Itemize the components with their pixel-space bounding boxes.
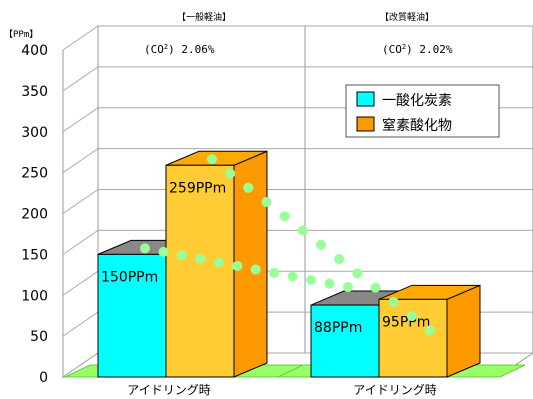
trend-dot-1 <box>243 182 254 193</box>
trend-dot-0 <box>213 257 224 268</box>
bar-label-1-0: 259PPm <box>169 180 226 196</box>
trend-dot-1 <box>406 311 417 322</box>
trend-dot-1 <box>316 239 326 250</box>
trend-dot-0 <box>232 260 243 271</box>
trend-dot-1 <box>425 325 435 336</box>
trend-dot-1 <box>388 296 399 307</box>
y-tick-label: 400 <box>21 43 48 59</box>
legend-label-co: 一酸化炭素 <box>382 93 452 109</box>
y-tick-label: 300 <box>21 125 48 141</box>
trend-dot-1 <box>261 197 272 208</box>
group-header-1: 【一般軽油】 <box>177 11 231 23</box>
trend-dot-1 <box>334 254 345 265</box>
legend-label-nox: 窒素酸化物 <box>382 117 452 134</box>
bar-label-1-1: 95PPm <box>382 314 430 330</box>
y-tick-label: 50 <box>30 329 48 345</box>
trend-dot-1 <box>370 282 381 293</box>
trend-dot-0 <box>343 282 353 293</box>
chart-labels: 【PPm】 【一般軽油】 【改質軽油】 (CO2) 2.06% (CO2) 2.… <box>4 11 453 397</box>
trend-dot-0 <box>176 250 187 261</box>
y-tick-label: 350 <box>21 84 48 100</box>
trend-dot-1 <box>352 268 363 279</box>
y-tick-label: 150 <box>21 247 48 263</box>
bar-1-1 <box>378 298 448 378</box>
co2-note-1: (CO2) 2.06% <box>144 43 215 56</box>
y-tick-label: 200 <box>21 207 48 223</box>
trend-dot-1 <box>279 211 290 222</box>
trend-dot-0 <box>306 275 317 286</box>
co2-note-2: (CO2) 2.02% <box>382 43 453 56</box>
legend-swatch-nox <box>356 116 375 132</box>
bar-label-0-0: 150PPm <box>101 269 158 285</box>
trend-dot-0 <box>324 278 335 289</box>
trend-dot-1 <box>225 168 236 179</box>
trend-dot-0 <box>158 246 169 257</box>
legend-swatch-co <box>356 91 375 107</box>
group-header-2: 【改質軽油】 <box>380 11 434 23</box>
trend-dot-0 <box>195 253 206 264</box>
trend-dot-1 <box>297 225 308 236</box>
chart-legend: 一酸化炭素 窒素酸化物 <box>345 84 500 138</box>
y-tick-label: 0 <box>39 370 48 386</box>
bar-label-0-1: 88PPm <box>314 320 362 336</box>
bar-1-0 <box>165 164 235 378</box>
unit-label: 【PPm】 <box>4 29 38 40</box>
trend-dot-0 <box>140 243 150 254</box>
trend-dot-0 <box>250 264 261 275</box>
trend-dots <box>140 154 435 336</box>
trend-dot-0 <box>269 267 280 278</box>
trend-dot-0 <box>287 271 298 282</box>
y-tick-label: 100 <box>21 288 48 304</box>
x-category-label-1: アイドリング時 <box>127 383 210 397</box>
bar-0-1 <box>310 304 380 378</box>
bar-side-1-1 <box>446 284 481 378</box>
trend-dot-1 <box>207 154 217 165</box>
x-category-label-2: アイドリング時 <box>353 383 436 397</box>
y-tick-label: 250 <box>21 166 48 182</box>
bar-0-0 <box>97 253 167 378</box>
